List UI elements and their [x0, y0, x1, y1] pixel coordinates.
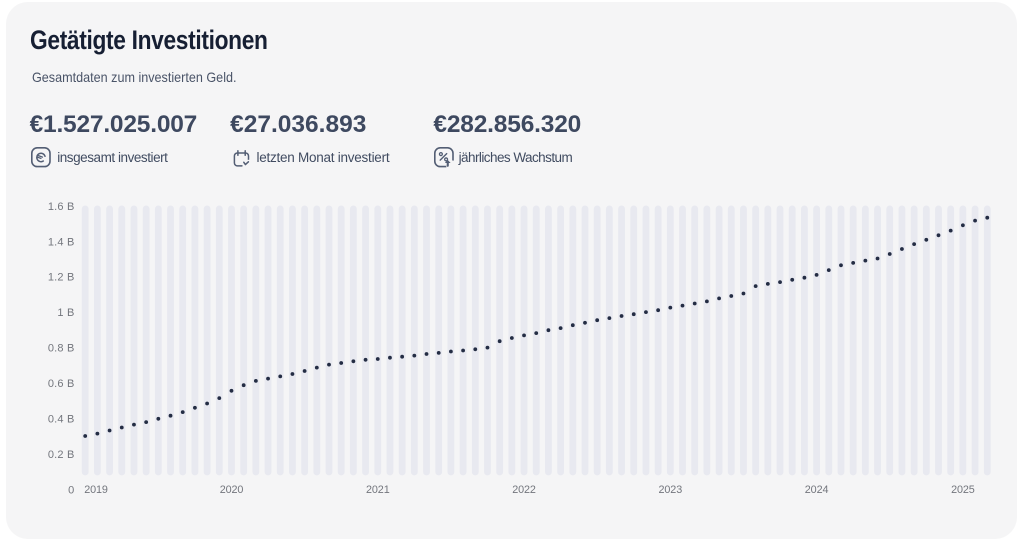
svg-text:2023: 2023 [658, 484, 682, 496]
svg-text:2024: 2024 [805, 484, 829, 496]
svg-text:2020: 2020 [220, 484, 244, 496]
svg-text:2021: 2021 [366, 484, 390, 496]
svg-text:1 B: 1 B [57, 307, 74, 319]
svg-text:1.4 B: 1.4 B [48, 236, 75, 248]
svg-text:0: 0 [68, 484, 74, 496]
svg-text:0.4 B: 0.4 B [48, 414, 75, 426]
svg-text:0.6 B: 0.6 B [48, 378, 75, 390]
svg-text:1.2 B: 1.2 B [48, 272, 75, 284]
svg-text:0.8 B: 0.8 B [48, 343, 75, 355]
svg-text:2025: 2025 [951, 484, 975, 496]
svg-text:2022: 2022 [512, 484, 536, 496]
svg-text:0.2 B: 0.2 B [48, 449, 75, 461]
svg-text:1.6 B: 1.6 B [48, 201, 75, 213]
svg-text:2019: 2019 [84, 484, 108, 496]
